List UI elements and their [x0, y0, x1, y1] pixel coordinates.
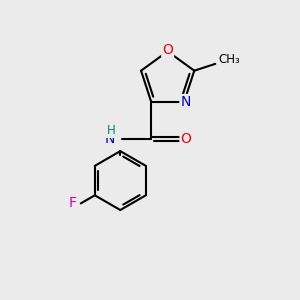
Text: O: O — [162, 43, 173, 57]
Text: F: F — [68, 196, 76, 210]
Text: H: H — [106, 124, 115, 137]
Text: N: N — [105, 132, 115, 146]
Text: CH₃: CH₃ — [219, 53, 241, 66]
Text: N: N — [180, 95, 191, 109]
Text: O: O — [181, 132, 191, 146]
